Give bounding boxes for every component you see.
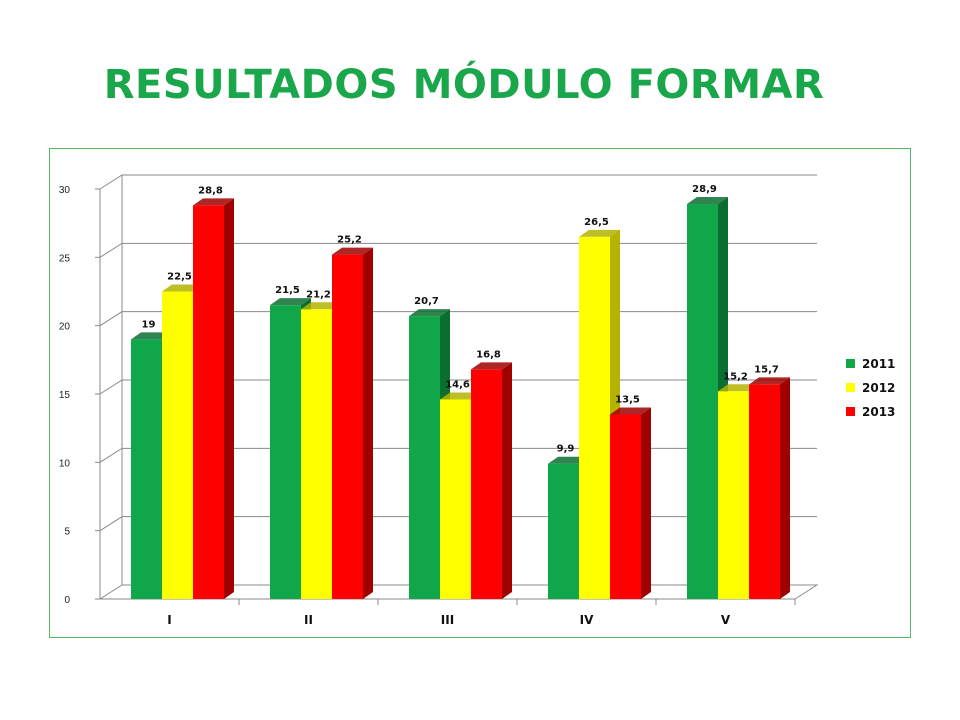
bar-top xyxy=(471,362,512,370)
bar-top xyxy=(718,384,759,392)
legend-label: 2012 xyxy=(862,381,895,395)
y-tick-label: 15 xyxy=(59,390,71,401)
bar-top xyxy=(270,298,311,306)
bar xyxy=(548,463,579,599)
data-label: 19 xyxy=(142,319,156,330)
data-label: 20,7 xyxy=(414,296,439,307)
bar-top xyxy=(749,377,790,385)
data-label: 21,5 xyxy=(275,285,300,296)
bar xyxy=(332,254,363,599)
bar-top xyxy=(162,284,203,292)
data-label: 16,8 xyxy=(476,349,501,360)
bar xyxy=(749,384,780,599)
y-tick-label: 30 xyxy=(59,185,71,196)
bar-top xyxy=(579,229,620,237)
x-tick-label: I xyxy=(167,613,171,627)
data-label: 28,9 xyxy=(692,184,717,195)
legend-label: 2013 xyxy=(862,405,895,419)
data-label: 15,2 xyxy=(723,371,748,382)
y-tick-label: 25 xyxy=(59,253,71,264)
bar-top xyxy=(687,197,728,205)
bar xyxy=(162,291,193,599)
data-label: 28,8 xyxy=(198,185,223,196)
data-label: 14,6 xyxy=(445,379,470,390)
data-label: 15,7 xyxy=(754,364,779,375)
x-tick-label: III xyxy=(441,613,454,627)
y-tick-label: 5 xyxy=(64,527,70,538)
legend-swatch xyxy=(846,407,855,416)
bar-top xyxy=(440,392,481,400)
bar xyxy=(301,309,332,599)
bar xyxy=(193,205,224,599)
bar xyxy=(718,391,749,599)
data-label: 9,9 xyxy=(557,444,575,455)
bar xyxy=(471,369,502,599)
slide-title: RESULTADOS MÓDULO FORMAR xyxy=(103,62,825,108)
bar xyxy=(131,339,162,599)
bar-side xyxy=(224,198,234,599)
x-tick-label: IV xyxy=(580,613,594,627)
bar xyxy=(687,204,718,599)
bar xyxy=(579,236,610,599)
x-tick-label: II xyxy=(304,613,313,627)
bar xyxy=(409,316,440,599)
y-tick-label: 0 xyxy=(64,595,70,606)
legend-swatch xyxy=(846,383,855,392)
bar-side xyxy=(502,362,512,599)
y-tick-label: 20 xyxy=(59,322,71,333)
legend-swatch xyxy=(846,359,855,368)
legend-label: 2011 xyxy=(862,357,895,371)
bar-top xyxy=(301,302,342,310)
bar-top xyxy=(610,407,651,415)
bar-top xyxy=(131,332,172,340)
bar-side xyxy=(641,407,651,599)
bar-side xyxy=(780,377,790,599)
bar xyxy=(270,305,301,599)
bar-top xyxy=(548,456,589,464)
bar-top xyxy=(332,247,373,255)
bar xyxy=(440,399,471,599)
bar-side xyxy=(363,247,373,599)
chart-frame: 0 5 10 15 20 25 30 19 22,5 28,8 I 21,5 21,2 25,2 II 20,… xyxy=(49,148,911,638)
y-tick-label: 10 xyxy=(59,458,71,469)
bar-chart: 0 5 10 15 20 25 30 19 22,5 28,8 I 21,5 21,2 25,2 II 20,… xyxy=(59,174,895,627)
data-label: 26,5 xyxy=(584,217,609,228)
data-label: 21,2 xyxy=(306,289,331,300)
bar-top xyxy=(409,309,450,317)
data-label: 22,5 xyxy=(167,272,192,283)
data-label: 25,2 xyxy=(337,235,362,246)
bar xyxy=(610,414,641,599)
gridline xyxy=(99,174,817,190)
bar-top xyxy=(193,198,234,206)
data-label: 13,5 xyxy=(615,395,640,406)
x-tick-label: V xyxy=(721,613,731,627)
